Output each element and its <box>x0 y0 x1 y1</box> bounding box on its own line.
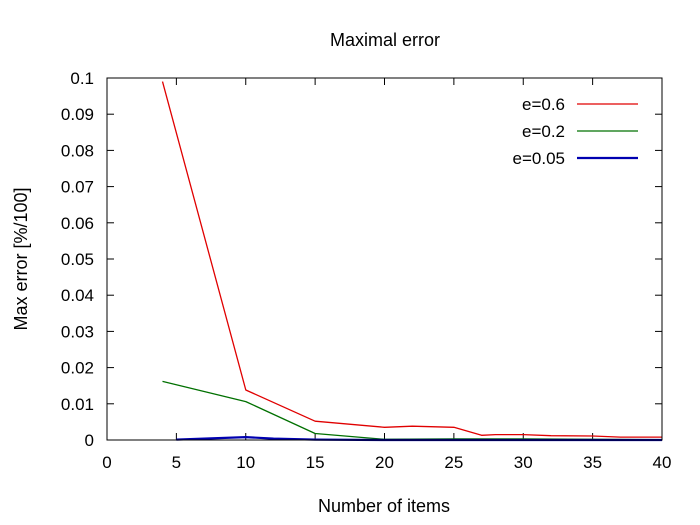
x-tick-label: 20 <box>375 453 394 472</box>
x-tick-label: 35 <box>583 453 602 472</box>
series-layer <box>161 81 663 442</box>
legend-label: e=0.2 <box>522 122 565 141</box>
x-tick-label: 15 <box>306 453 325 472</box>
y-tick-label: 0.09 <box>61 105 94 124</box>
chart-title: Maximal error <box>330 30 440 50</box>
y-tick-label: 0.04 <box>61 286 94 305</box>
y-tick-label: 0.03 <box>61 322 94 341</box>
y-tick-label: 0.1 <box>70 69 94 88</box>
plot-frame <box>106 77 663 441</box>
series-line-e-0-2 <box>162 380 663 441</box>
x-tick-label: 0 <box>102 453 111 472</box>
legend: e=0.6 e=0.2 e=0.05 <box>513 95 638 168</box>
x-tick-label: 10 <box>236 453 255 472</box>
y-tick-label: 0.07 <box>61 178 94 197</box>
y-tick-label: 0.02 <box>61 359 94 378</box>
y-axis-label: Max error [%/100] <box>11 187 31 330</box>
y-tick-label: 0.06 <box>61 214 94 233</box>
x-tick-label: 25 <box>444 453 463 472</box>
y-tick-label: 0.08 <box>61 141 94 160</box>
x-tick-label: 30 <box>514 453 533 472</box>
x-tick-label: 40 <box>653 453 672 472</box>
axis-ticks: 0 5 10 15 20 25 30 35 40 0 0.01 0.02 0.03 0.04 0.05 0.0… <box>61 69 672 472</box>
y-tick-label: 0.05 <box>61 250 94 269</box>
x-axis-label: Number of items <box>318 496 450 516</box>
y-tick-label: 0.01 <box>61 395 94 414</box>
series-line-e-0-6 <box>161 81 662 438</box>
legend-label: e=0.05 <box>513 149 565 168</box>
y-tick-label: 0 <box>85 431 94 450</box>
legend-label: e=0.6 <box>522 95 565 114</box>
x-tick-label: 5 <box>172 453 181 472</box>
